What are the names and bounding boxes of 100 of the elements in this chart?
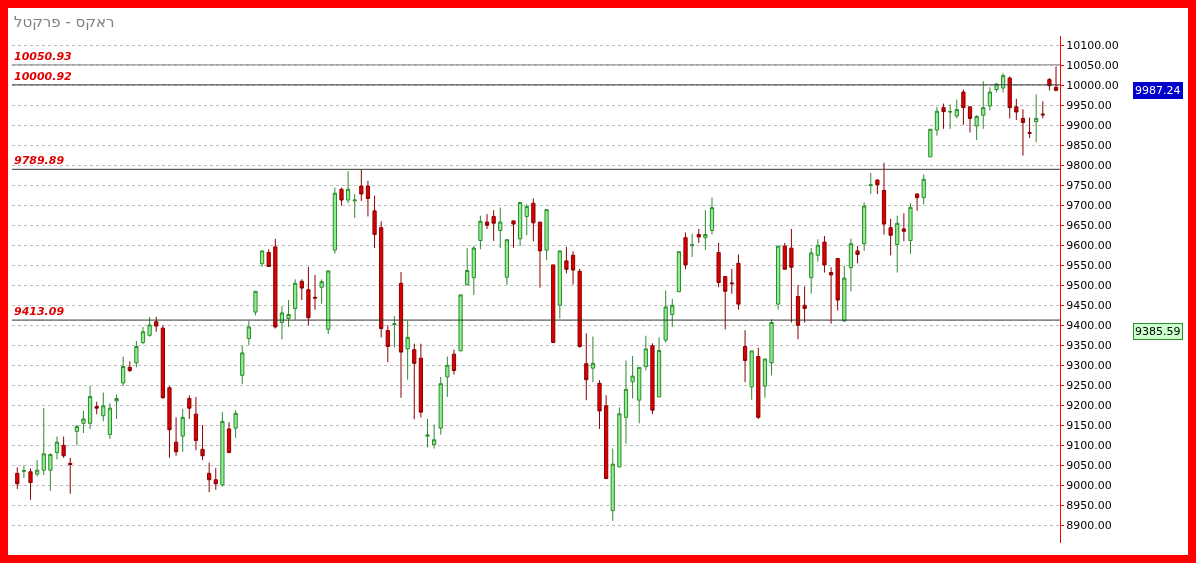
candlestick	[928, 128, 933, 158]
y-tick-label: 9800.00	[1066, 159, 1112, 173]
ref-line-label: 9413.09	[14, 305, 65, 318]
candlestick	[412, 343, 417, 420]
candlestick	[213, 467, 218, 491]
candlestick	[273, 238, 278, 330]
candlestick	[1040, 100, 1045, 119]
y-tick-label: 9950.00	[1066, 99, 1112, 113]
candlestick	[974, 114, 979, 141]
candlestick	[848, 237, 854, 292]
candlestick	[504, 239, 510, 286]
y-tick-label: 9100.00	[1066, 439, 1112, 453]
candlestick	[173, 416, 179, 457]
candlestick	[365, 180, 371, 217]
candlestick	[518, 201, 523, 247]
y-tick-label: 9150.00	[1066, 419, 1112, 433]
candlestick	[570, 250, 576, 285]
candlestick	[332, 187, 337, 255]
y-tick-label: 8950.00	[1066, 499, 1112, 513]
candlestick	[286, 299, 291, 328]
y-tick-label: 9350.00	[1066, 339, 1112, 353]
candlestick	[544, 209, 549, 261]
y-tick-label: 9750.00	[1066, 179, 1112, 193]
candlestick	[140, 326, 146, 345]
candlestick	[557, 250, 562, 320]
candlestick	[253, 290, 258, 316]
candlestick	[551, 264, 556, 344]
candlestick	[352, 193, 357, 219]
ref-line-label: 10000.92	[14, 70, 73, 83]
candlestick	[147, 316, 152, 338]
candlestick	[921, 173, 926, 205]
candlestick	[167, 385, 172, 459]
y-tick-label: 9700.00	[1066, 199, 1112, 213]
candlestick	[895, 215, 900, 273]
candlestick	[451, 349, 457, 376]
candlestick	[478, 215, 483, 250]
candlestick	[862, 201, 867, 252]
candlestick	[531, 197, 536, 242]
candlestick	[696, 228, 701, 244]
candlestick	[610, 448, 615, 522]
candlestick	[769, 318, 774, 376]
candlestick	[266, 248, 271, 268]
candlestick	[981, 80, 986, 130]
y-tick-label: 10050.00	[1066, 59, 1119, 73]
candlestick	[127, 360, 132, 373]
candlestick	[458, 294, 463, 352]
candlestick	[749, 350, 754, 401]
text: 9987.24	[1135, 84, 1181, 97]
candlestick	[87, 385, 93, 430]
candlestick	[299, 278, 304, 301]
candlestick	[729, 268, 734, 295]
candlestick	[941, 103, 946, 130]
candlestick	[107, 402, 113, 440]
candlestick	[48, 452, 53, 492]
candlestick	[782, 242, 787, 270]
candlestick	[484, 213, 490, 230]
chart-title: ראקס - פרקטל	[13, 12, 115, 31]
candlestick	[809, 247, 814, 295]
candlestick	[590, 336, 596, 383]
candlestick	[1027, 117, 1032, 139]
ref-line-label: 9789.89	[14, 154, 65, 167]
y-tick-label: 9850.00	[1066, 139, 1112, 153]
candlestick	[134, 340, 139, 368]
y-tick-label: 10000.00	[1066, 79, 1119, 93]
y-tick-label: 9500.00	[1066, 279, 1112, 293]
candlestick	[703, 209, 708, 251]
candlestick	[815, 238, 820, 263]
candlestick	[511, 220, 516, 249]
candlestick	[934, 106, 940, 137]
candlestick	[233, 409, 238, 439]
candlestick	[491, 209, 496, 242]
candlestick	[326, 270, 331, 335]
candlestick	[312, 274, 318, 311]
y-tick-label: 9550.00	[1066, 259, 1112, 273]
candlestick	[259, 250, 265, 268]
candlestick	[736, 253, 741, 311]
candlestick	[1053, 65, 1059, 92]
candlestick	[888, 218, 893, 256]
candlestick	[1034, 93, 1039, 143]
candlestick	[795, 284, 801, 340]
candlestick	[180, 408, 185, 453]
candlestick	[1020, 108, 1026, 157]
candlestick	[690, 233, 695, 258]
y-tick-label: 9300.00	[1066, 359, 1112, 373]
candlestick	[154, 316, 159, 333]
candlestick	[319, 278, 324, 305]
candlestick	[643, 335, 648, 372]
candlestick	[431, 424, 437, 450]
candlestick	[74, 424, 79, 446]
candlestick	[345, 170, 351, 204]
candlestick	[465, 247, 470, 286]
candlestick	[160, 324, 165, 400]
candlestick	[789, 228, 794, 324]
candlestick	[293, 278, 298, 321]
candlestick	[855, 245, 860, 264]
candlestick	[1007, 75, 1012, 119]
candlestick	[948, 103, 953, 130]
candlestick	[564, 246, 569, 274]
y-tick-label: 9400.00	[1066, 319, 1112, 333]
candlestick	[81, 410, 86, 434]
